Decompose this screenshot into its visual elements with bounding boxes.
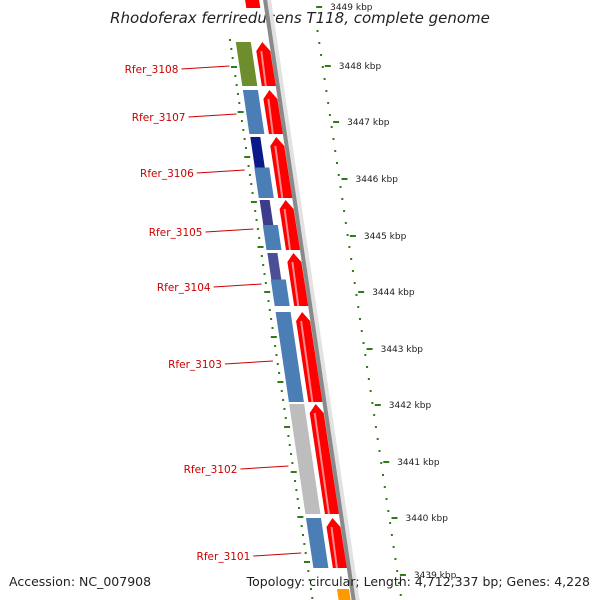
- gene-block: [235, 42, 258, 86]
- gene-label: Rfer_3107: [132, 112, 186, 124]
- gene-block: [262, 225, 282, 250]
- orange-feature: [337, 589, 351, 600]
- kbp-label: 3447 kbp: [347, 118, 390, 128]
- backbone-line: [263, 0, 356, 600]
- accession-label: Accession: NC_007908: [9, 574, 152, 589]
- gene-block: [242, 90, 265, 134]
- leader-line: [188, 113, 237, 118]
- kbp-label: 3445 kbp: [364, 232, 407, 242]
- kbp-label: 3442 kbp: [389, 401, 432, 411]
- gene-label: Rfer_3105: [149, 227, 203, 239]
- strand-highlight: [260, 50, 267, 87]
- leader-line: [196, 169, 245, 174]
- gene-label: Rfer_3106: [140, 168, 194, 180]
- top-strand-fragment: [245, 0, 261, 8]
- leader-line: [181, 65, 230, 70]
- leader-line: [253, 552, 302, 557]
- strand-highlight: [267, 98, 274, 135]
- strand-highlight: [330, 526, 338, 569]
- gene-label: Rfer_3108: [125, 64, 179, 76]
- strand-highlight: [300, 320, 314, 403]
- kbp-label: 3448 kbp: [339, 62, 382, 72]
- kbp-label: 3446 kbp: [356, 175, 399, 185]
- strand-highlight: [283, 208, 291, 251]
- kbp-label: 3441 kbp: [397, 458, 440, 468]
- gene-block: [267, 253, 282, 280]
- map-title: Rhodoferax ferrireducens T118, complete …: [110, 9, 490, 27]
- gene-block: [270, 279, 290, 306]
- gene-block: [259, 200, 274, 225]
- leader-line: [205, 228, 254, 233]
- gene-label: Rfer_3102: [184, 464, 238, 476]
- leader-line: [224, 360, 273, 365]
- gene-label: Rfer_3104: [157, 282, 211, 294]
- gene-labels: Rfer_3108 Rfer_3107 Rfer_3106 Rfer_3105 Rfer…: [125, 64, 302, 563]
- kbp-label: 3439 kbp: [414, 571, 457, 581]
- strand-highlight: [274, 145, 284, 199]
- gene-block: [254, 167, 274, 198]
- gene-block: [289, 404, 321, 514]
- leader-line: [213, 283, 262, 288]
- feature-tracks: [229, 0, 360, 600]
- gene-block: [306, 518, 329, 568]
- kbp-label: 3449 kbp: [330, 3, 373, 13]
- strand-highlight: [313, 412, 330, 515]
- gene-label: Rfer_3101: [197, 551, 251, 563]
- kbp-ruler: 3449 kbp 3448 kbp 3447 kbp 3446 kbp 3445 kbp…: [316, 3, 457, 596]
- kbp-label: 3443 kbp: [381, 345, 424, 355]
- gene-block: [250, 137, 265, 168]
- gene-block: [275, 312, 304, 402]
- kbp-label: 3444 kbp: [372, 288, 415, 298]
- gene-label: Rfer_3103: [168, 359, 222, 371]
- leader-line: [240, 465, 289, 470]
- kbp-label: 3440 kbp: [406, 514, 449, 524]
- strand-highlight: [291, 261, 300, 307]
- topology-summary: Topology: circular; Length: 4,712,337 bp…: [246, 574, 590, 589]
